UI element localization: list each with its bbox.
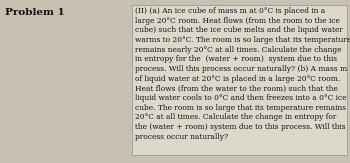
FancyBboxPatch shape [132,5,347,155]
Text: (II) (a) An ice cube of mass m at 0°C is placed in a
large 20°C room. Heat flows: (II) (a) An ice cube of mass m at 0°C is… [135,7,350,141]
Text: Problem 1: Problem 1 [5,8,65,17]
